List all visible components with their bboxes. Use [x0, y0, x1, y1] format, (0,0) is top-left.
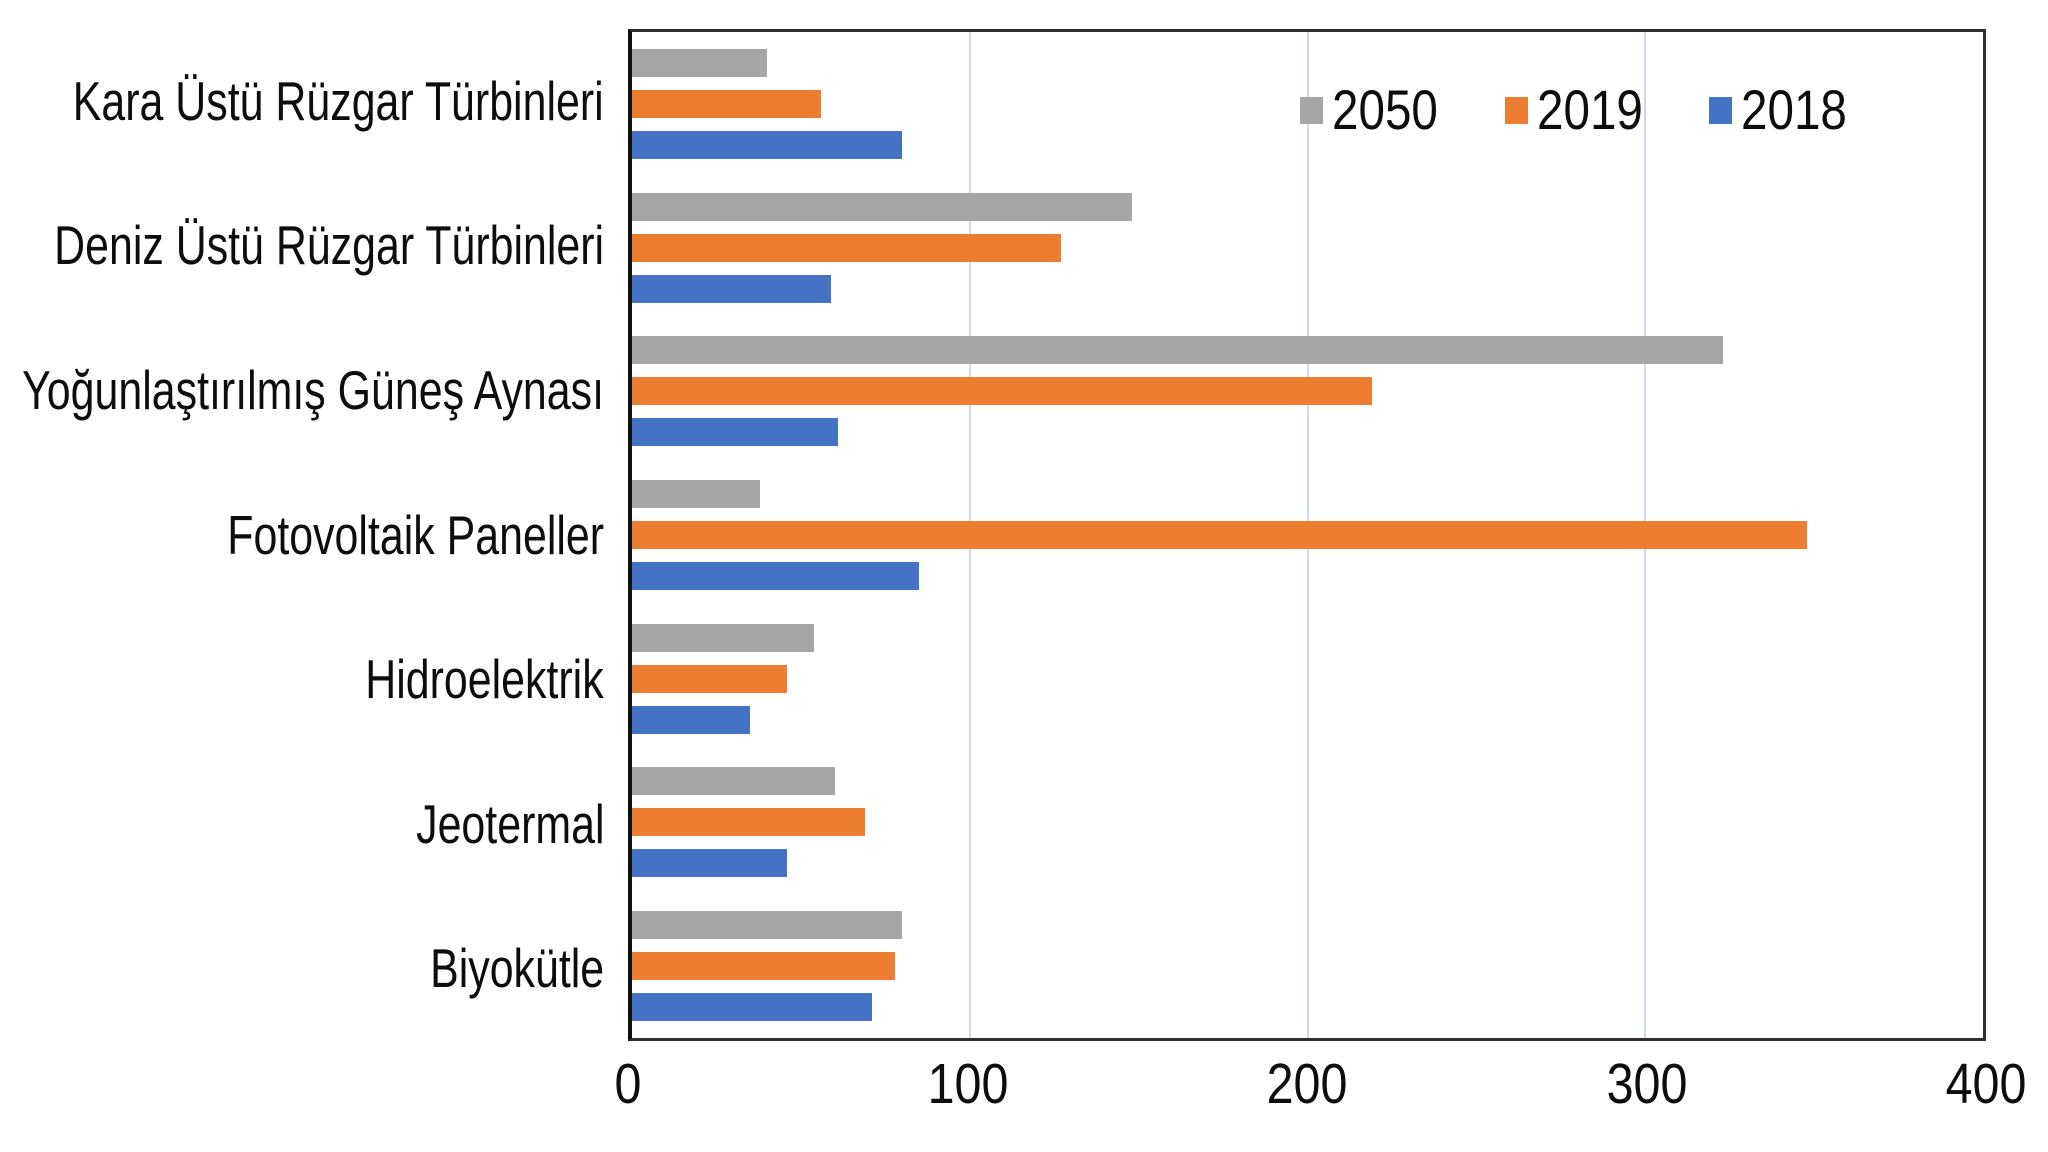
bar-2050	[632, 480, 761, 509]
legend-swatch-2019	[1504, 96, 1528, 124]
bar-2018	[632, 274, 832, 303]
legend-item-2018: 2018	[1709, 82, 1866, 138]
category-label: Hidroelektrik	[365, 648, 604, 711]
legend-label: 2019	[1536, 78, 1643, 141]
bar-2019	[632, 808, 866, 837]
bar-2050	[632, 336, 1723, 365]
category-label: Biyokütle	[429, 937, 604, 1000]
bar-2019	[632, 952, 896, 981]
bar-group	[632, 176, 1983, 320]
bar-2018	[632, 418, 839, 447]
bar-group	[632, 607, 1983, 751]
bar-2018	[632, 993, 872, 1022]
x-tick-label: 100	[927, 1052, 1008, 1116]
bar-2018	[632, 849, 788, 878]
bar-2018	[632, 562, 920, 591]
bar-2018	[632, 705, 751, 734]
bar-group	[632, 894, 1983, 1038]
bar-group	[632, 319, 1983, 463]
x-tick-label: 400	[1945, 1052, 2027, 1116]
bar-2019	[632, 233, 1061, 262]
bar-group	[632, 751, 1983, 895]
category-label: Kara Üstü Rüzgar Türbinleri	[73, 69, 604, 132]
legend-label: 2018	[1741, 78, 1848, 141]
bar-2050	[632, 911, 903, 940]
bar-group	[632, 32, 1983, 176]
bar-2019	[632, 521, 1808, 550]
bar-2050	[632, 623, 815, 652]
x-tick-label: 0	[614, 1052, 642, 1116]
legend-label: 2050	[1332, 78, 1438, 141]
legend-swatch-2018	[1709, 96, 1733, 124]
category-label: Fotovoltaik Paneller	[227, 503, 604, 566]
bar-2019	[632, 89, 822, 118]
legend-swatch-2050	[1300, 96, 1323, 124]
bar-2019	[632, 664, 788, 693]
bar-2050	[632, 48, 768, 77]
category-axis: Kara Üstü Rüzgar Türbinleri Deniz Üstü Rü…	[0, 29, 604, 1041]
value-axis: 0 100 200 300 400	[615, 1052, 2027, 1136]
x-tick-label: 300	[1606, 1052, 1687, 1116]
category-label: Yoğunlaştırılmış Güneş Aynası	[22, 358, 604, 421]
x-tick-label: 200	[1266, 1052, 1348, 1116]
legend-item-2019: 2019	[1504, 78, 1662, 141]
legend-item-2050: 2050	[1300, 82, 1457, 138]
category-label: Jeotermal	[415, 792, 604, 855]
bar-groups	[632, 32, 1983, 1038]
legend: 2050 2019 2018	[1300, 82, 1866, 138]
bar-group	[632, 463, 1983, 607]
bar-2018	[632, 130, 903, 159]
plot-area: 2050 2019 2018	[628, 29, 1986, 1041]
bar-2019	[632, 377, 1372, 406]
bar-2050	[632, 192, 1132, 221]
category-label: Deniz Üstü Rüzgar Türbinleri	[54, 214, 604, 277]
bar-2050	[632, 767, 835, 796]
